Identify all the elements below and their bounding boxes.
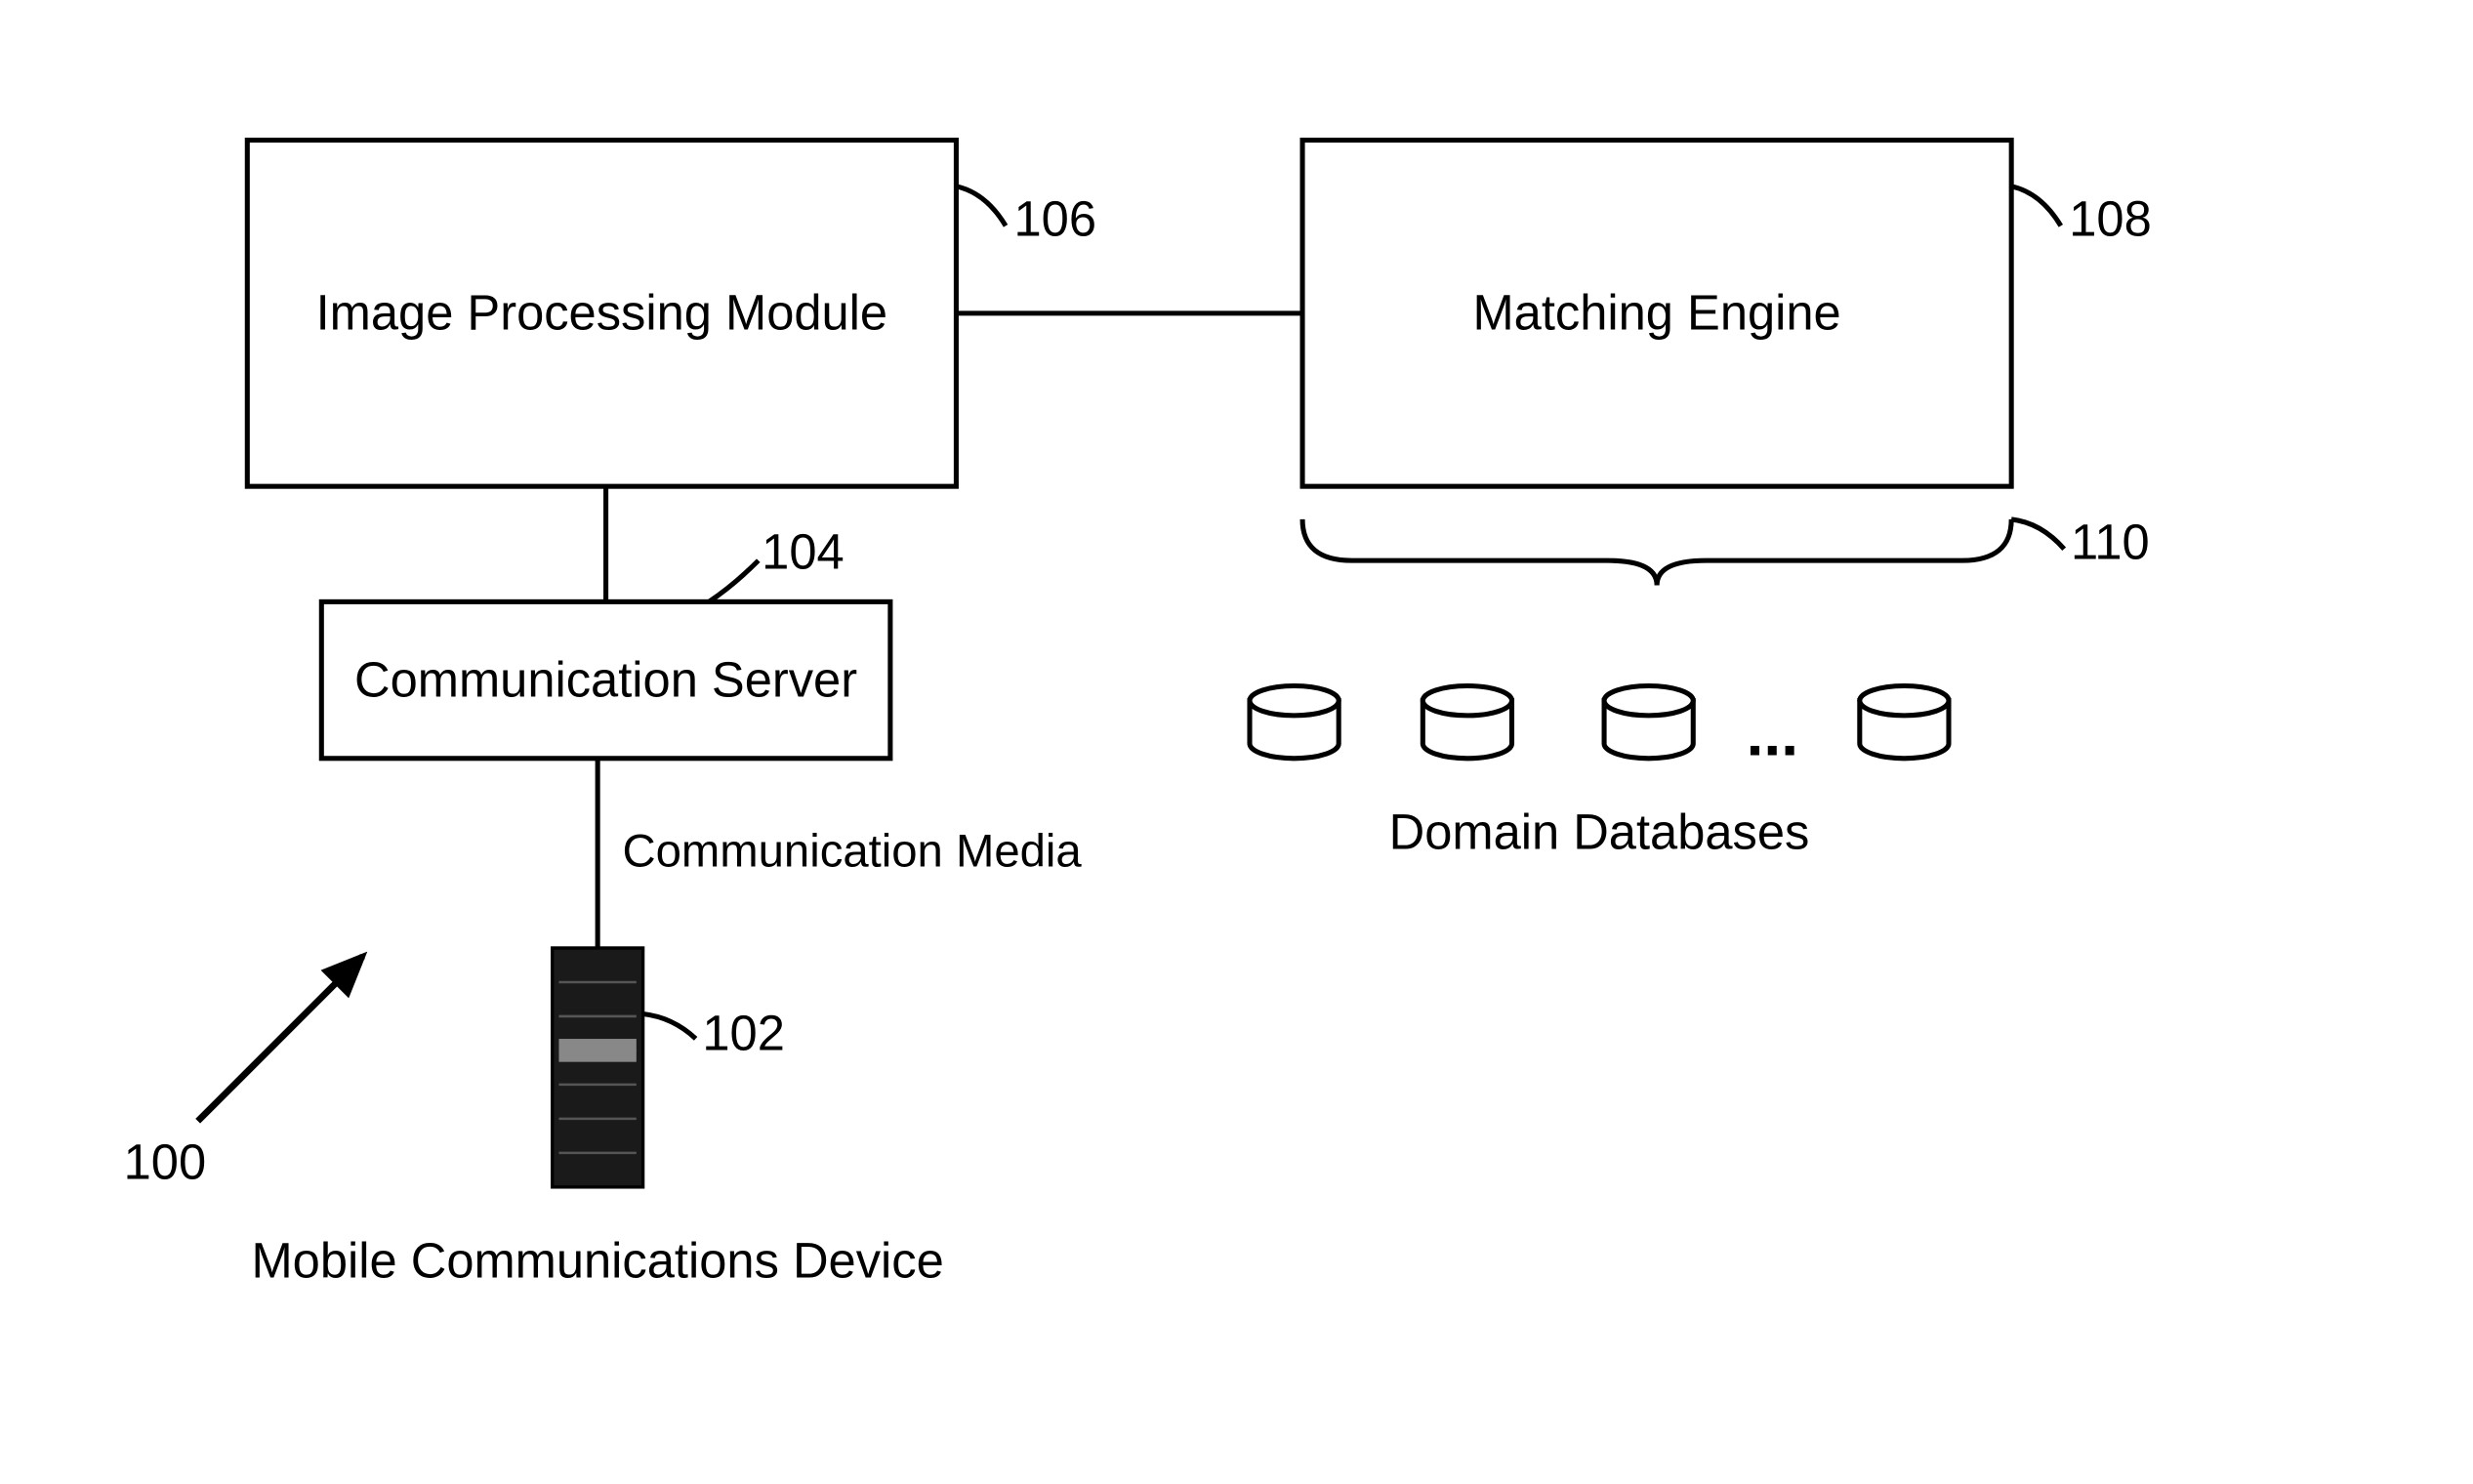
brace-icon xyxy=(1302,519,2011,586)
database-top xyxy=(1250,685,1339,715)
mobile-device-icon xyxy=(553,948,643,1187)
system-ref-arrow xyxy=(198,956,363,1121)
database-icon xyxy=(1422,685,1511,758)
database-top xyxy=(1422,685,1511,715)
db-ref: 110 xyxy=(2071,514,2150,569)
ipm-label: Image Processing Module xyxy=(316,285,887,341)
database-icon xyxy=(1250,685,1339,758)
communication-media-label: Communication Media xyxy=(622,825,1082,877)
ipm-leader xyxy=(956,186,1006,227)
me-leader xyxy=(2011,186,2061,227)
mobile-device-node: 102 Mobile Communications Device xyxy=(252,948,944,1289)
database-top xyxy=(1604,685,1693,715)
database-top xyxy=(1860,685,1949,715)
cs-label: Communication Server xyxy=(354,651,857,707)
domain-databases-label: Domain Databases xyxy=(1389,804,1810,860)
me-label: Matching Engine xyxy=(1472,285,1840,341)
database-icon xyxy=(1860,685,1949,758)
mcd-ref: 102 xyxy=(702,1006,785,1061)
mcd-caption: Mobile Communications Device xyxy=(252,1233,944,1289)
device-screen xyxy=(558,1039,636,1062)
system-ref: 100 xyxy=(124,1134,206,1189)
ipm-ref: 106 xyxy=(1014,190,1096,246)
cs-ref: 104 xyxy=(762,524,845,580)
me-ref: 108 xyxy=(2069,190,2152,246)
matching-engine-node: Matching Engine 108 xyxy=(1302,141,2152,487)
database-icon xyxy=(1604,685,1693,758)
db-leader xyxy=(2011,519,2064,549)
cs-leader xyxy=(709,560,759,601)
ellipsis-icon: ... xyxy=(1747,698,1798,768)
mcd-leader xyxy=(643,1014,696,1039)
system-diagram: Image Processing Module 106 Matching Engin… xyxy=(0,0,2473,1484)
